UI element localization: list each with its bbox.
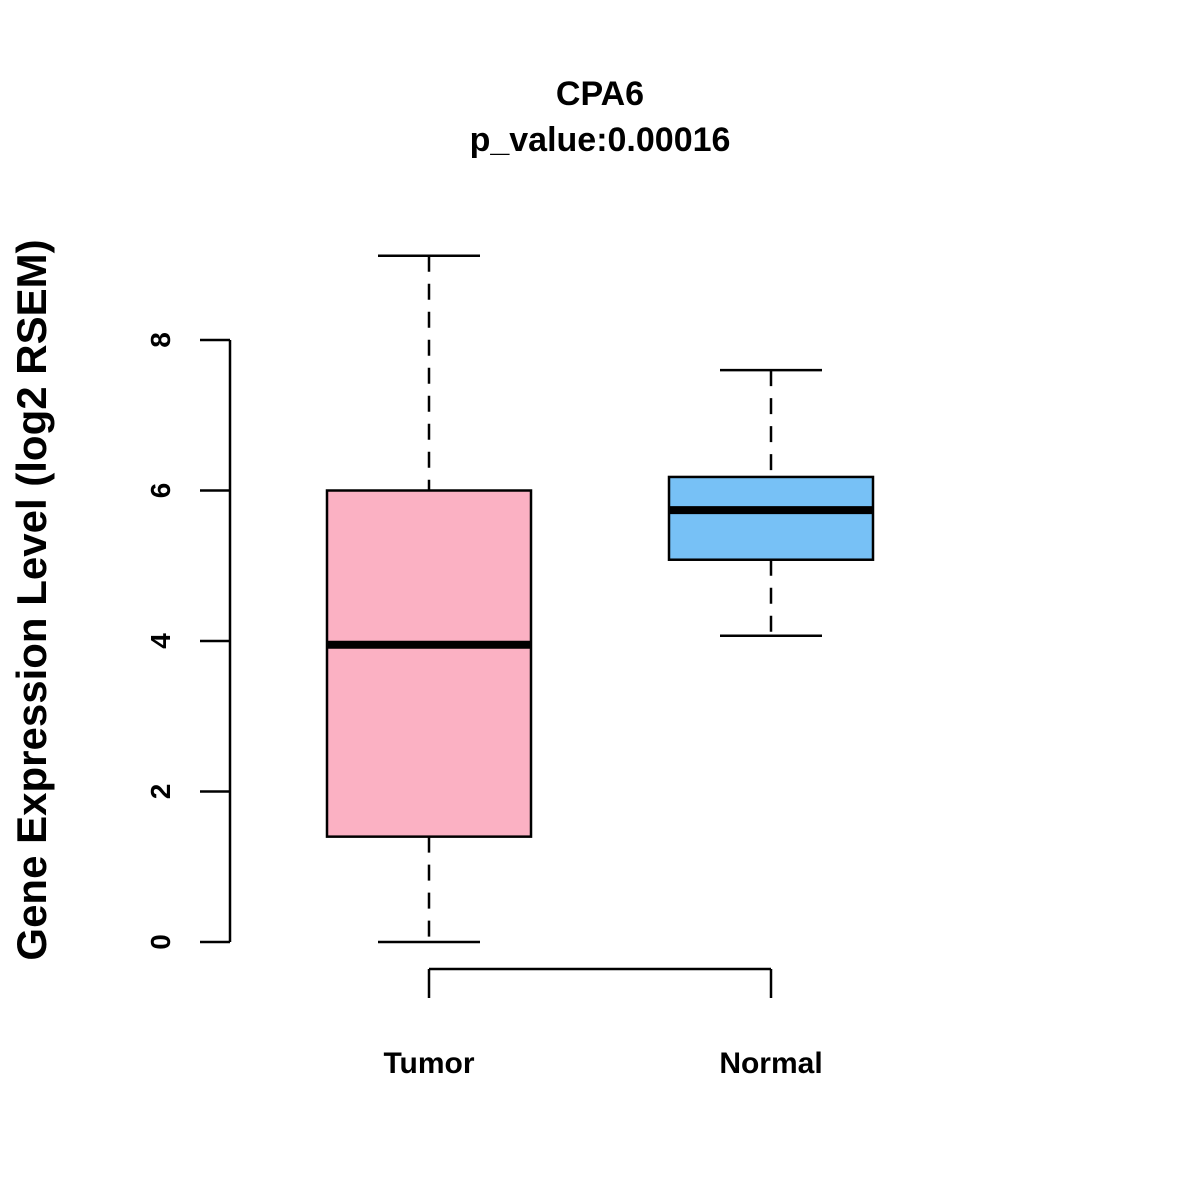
y-axis-label: Gene Expression Level (log2 RSEM) bbox=[8, 239, 55, 960]
y-axis: 0 2 4 6 8 bbox=[145, 332, 232, 950]
y-tick-label: 8 bbox=[145, 332, 176, 348]
iqr-box bbox=[325, 489, 533, 838]
x-tick-label-normal: Normal bbox=[719, 1047, 822, 1080]
y-tick-label: 2 bbox=[145, 784, 176, 800]
box-normal bbox=[667, 368, 875, 637]
boxes-group bbox=[325, 254, 875, 944]
y-tick-label: 4 bbox=[145, 633, 176, 649]
iqr-box bbox=[667, 475, 875, 561]
box-tumor bbox=[325, 254, 533, 944]
y-tick-label: 0 bbox=[145, 934, 176, 950]
chart-title: CPA6 bbox=[556, 75, 644, 113]
y-tick-label: 6 bbox=[145, 483, 176, 499]
x-tick-label-tumor: Tumor bbox=[383, 1047, 474, 1080]
x-axis: Tumor Normal bbox=[383, 967, 823, 1080]
chart-subtitle: p_value:0.00016 bbox=[470, 121, 731, 159]
